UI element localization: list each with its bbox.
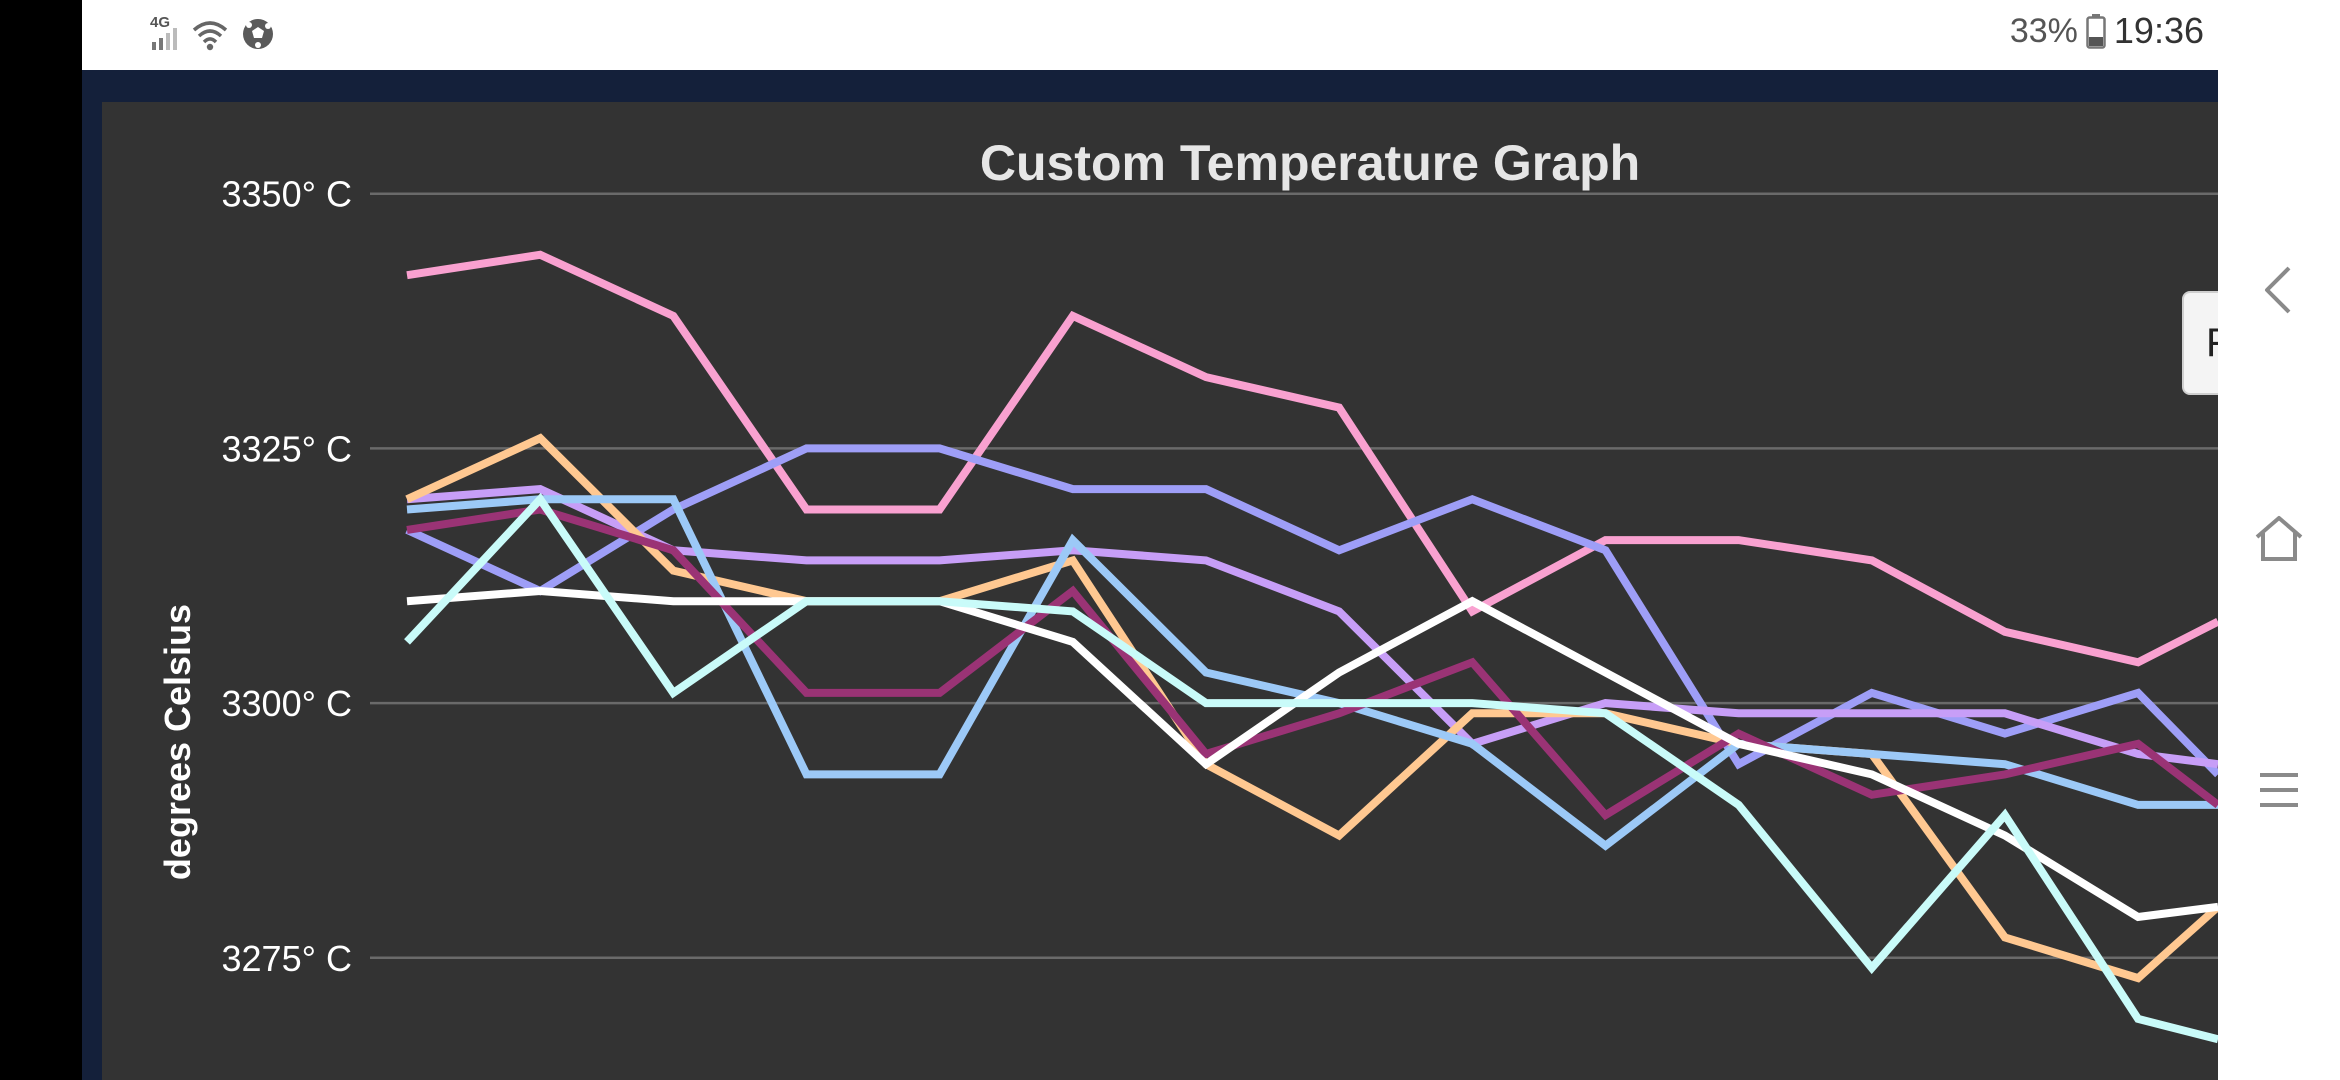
app-frame: 3275° C 3300° C 3325° C 3350° C Custom Temp… <box>82 70 2218 1080</box>
wifi-icon <box>190 14 230 54</box>
series-line-8 <box>404 492 2218 1044</box>
y-tick-label: 3275° C <box>222 938 352 979</box>
battery-icon <box>2086 13 2106 49</box>
y-tick-layer: 3275° C 3300° C 3325° C 3350° C <box>222 174 352 979</box>
home-button[interactable] <box>2218 484 2340 594</box>
temperature-chart: 3275° C 3300° C 3325° C 3350° C Custom Temp… <box>157 135 2218 1044</box>
y-axis-label: degrees Celsius <box>157 604 198 880</box>
recents-icon <box>2260 773 2298 807</box>
clock: 19:36 <box>2113 10 2204 51</box>
chart-panel: 3275° C 3300° C 3325° C 3350° C Custom Temp… <box>102 102 2218 1080</box>
y-tick-label: 3350° C <box>222 174 352 215</box>
series-line-6 <box>406 505 2218 821</box>
back-button[interactable] <box>2218 235 2340 345</box>
status-bar-left: 4G <box>150 14 276 54</box>
y-tick-label: 3300° C <box>222 683 352 724</box>
series-line-2 <box>405 444 2218 778</box>
back-icon <box>2265 266 2291 314</box>
network-type-label: 4G <box>150 14 171 31</box>
series-layer <box>404 250 2218 1044</box>
battery-percent: 33% <box>2009 11 2078 50</box>
series-line-7 <box>406 586 2218 922</box>
series-line-3 <box>406 485 2218 769</box>
chart-title: Custom Temperature Graph <box>980 135 1640 191</box>
status-bar: 4G <box>82 0 2218 70</box>
y-tick-label: 3325° C <box>222 428 352 469</box>
signal-icon: 4G <box>150 14 180 54</box>
recents-button[interactable] <box>2218 735 2340 845</box>
home-icon <box>2255 516 2303 561</box>
series-line-4 <box>405 433 2218 983</box>
navigation-bar <box>2218 0 2340 1080</box>
series-line-1 <box>406 250 2218 667</box>
status-bar-right: 33% 19:36 <box>2010 10 2204 52</box>
soccer-ball-icon <box>240 16 276 52</box>
